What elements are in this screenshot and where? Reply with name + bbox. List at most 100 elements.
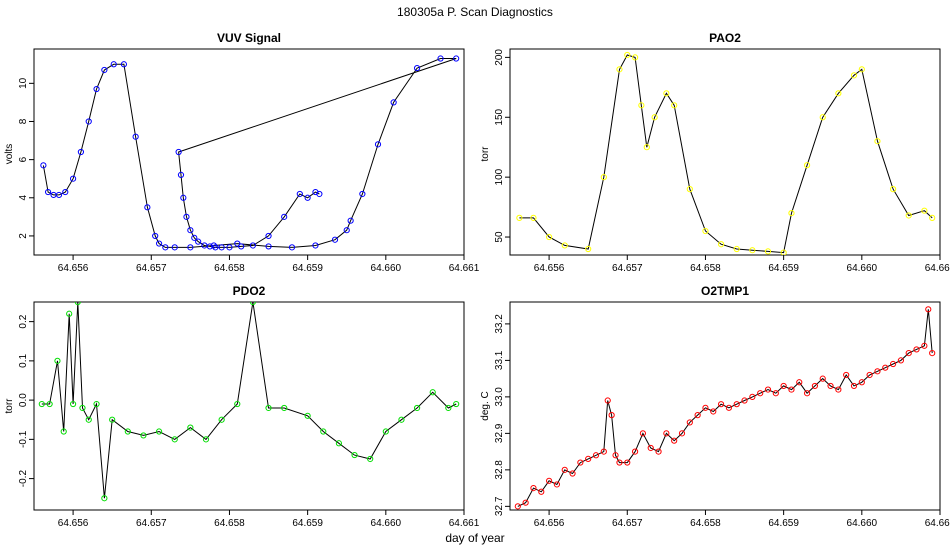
pao2-data-point xyxy=(858,66,865,73)
pdo2-data-point xyxy=(367,455,374,463)
pdo2-data-point xyxy=(74,302,81,306)
pdo2-ytick-label: 0.1 xyxy=(18,353,29,367)
pao2-ytick-label: 200 xyxy=(494,49,505,66)
vuv-signal-data-point xyxy=(62,188,69,196)
pao2-data-point xyxy=(516,214,523,221)
pao2-data-point xyxy=(929,214,936,221)
o2tmp1-data-point xyxy=(616,459,623,466)
vuv-signal-data-point xyxy=(212,244,219,251)
pdo2-data-point xyxy=(109,416,116,423)
o2tmp1-data-point xyxy=(788,386,795,393)
pdo2-data-point xyxy=(265,404,272,412)
vuv-signal-data-point xyxy=(312,242,319,249)
pdo2-data-point xyxy=(351,451,358,459)
o2tmp1-ytick-label: 32.9 xyxy=(494,423,505,443)
vuv-signal-data-point xyxy=(347,217,354,224)
pao2-data-point xyxy=(764,248,772,255)
pdo2-data-point xyxy=(218,416,225,423)
vuv-signal-data-point xyxy=(331,236,339,243)
pao2-data-point xyxy=(561,242,568,249)
vuv-signal-data-point xyxy=(55,191,63,199)
pdo2-xtick-label: 64.658 xyxy=(214,518,245,529)
pdo2-data-point xyxy=(429,389,436,396)
pao2-data-point xyxy=(643,144,650,151)
pao2-data-point xyxy=(631,54,639,61)
o2tmp1-data-point xyxy=(592,452,600,459)
vuv-signal-data-point xyxy=(343,227,350,234)
pao2-data-point xyxy=(651,114,658,121)
pdo2-data-point xyxy=(453,400,460,408)
o2tmp1-xtick-label: 64.660 xyxy=(847,518,878,529)
pao2-data-point xyxy=(733,245,740,253)
o2tmp1-data-point xyxy=(522,499,529,506)
vuv-signal-data-point xyxy=(265,243,272,250)
o2tmp1-data-point xyxy=(850,382,858,390)
pdo2-data-point xyxy=(445,404,452,412)
o2tmp1-data-point xyxy=(717,401,725,408)
pdo2-ytick-label: -0.1 xyxy=(18,430,29,448)
pdo2-xtick-label: 64.660 xyxy=(371,518,402,529)
vuv-signal-xtick-label: 64.659 xyxy=(292,263,323,274)
vuv-signal-data-point xyxy=(288,244,296,251)
vuv-signal-xtick-label: 64.657 xyxy=(136,263,167,274)
o2tmp1-data-point xyxy=(671,437,678,444)
pao2-data-point xyxy=(638,102,645,109)
o2tmp1-data-point xyxy=(913,346,920,353)
vuv-signal-data-point xyxy=(191,234,198,241)
pao2-xtick-label: 64.658 xyxy=(690,263,721,274)
o2tmp1-data-point xyxy=(725,404,733,411)
o2tmp1-data-point xyxy=(553,481,561,488)
vuv-signal-xtick-label: 64.660 xyxy=(371,263,402,274)
o2tmp1-data-point xyxy=(929,349,936,357)
vuv-signal-panel: VUV Signal volts 64.656 64.657 64.658 64.65… xyxy=(4,31,480,274)
vuv-signal-data-point xyxy=(390,99,397,106)
vuv-signal-xtick-label: 64.658 xyxy=(214,263,245,274)
o2tmp1-xtick-label: 64.659 xyxy=(768,518,799,529)
vuv-signal-data-point xyxy=(249,242,257,249)
o2tmp1-data-point xyxy=(612,452,619,459)
pao2-data-point xyxy=(788,209,795,217)
vuv-signal-data-point xyxy=(281,213,288,220)
pdo2-data-point xyxy=(38,400,45,408)
vuv-signal-data-point xyxy=(265,232,272,240)
vuv-signal-data-point xyxy=(101,66,108,74)
pao2-data-point xyxy=(921,207,928,214)
pdo2-data-point xyxy=(79,404,86,412)
vuv-signal-data-point xyxy=(162,244,169,251)
vuv-signal-data-point xyxy=(180,194,187,201)
o2tmp1-data-point xyxy=(538,488,545,495)
o2tmp1-title: O2TMP1 xyxy=(701,284,749,298)
o2tmp1-data-point xyxy=(678,430,686,437)
o2tmp1-data-point xyxy=(757,390,764,397)
o2tmp1-data-point xyxy=(655,448,662,455)
o2tmp1-data-point xyxy=(694,412,701,419)
pao2-data-point xyxy=(780,249,787,255)
o2tmp1-data-point xyxy=(858,379,865,386)
vuv-signal-data-point xyxy=(296,190,303,198)
pao2-data-point xyxy=(702,227,709,235)
o2tmp1-data-point xyxy=(780,382,787,390)
pdo2-data-point xyxy=(171,436,178,443)
vuv-signal-data-point xyxy=(77,148,85,156)
o2tmp1-ytick-label: 33.0 xyxy=(494,387,505,407)
pdo2-data-point xyxy=(249,302,257,306)
o2tmp1-data-point xyxy=(600,448,607,455)
vuv-signal-data-point xyxy=(177,171,185,178)
o2tmp1-data-point xyxy=(897,357,905,364)
pao2-data-point xyxy=(585,245,592,253)
o2tmp1-xtick-label: 64.656 xyxy=(534,518,565,529)
vuv-signal-data-point xyxy=(437,55,444,62)
pdo2-title: PDO2 xyxy=(233,284,266,298)
vuv-signal-ytick-label: 8 xyxy=(18,118,29,124)
figure-xlabel: day of year xyxy=(445,531,504,545)
pdo2-ytick-label: 0.2 xyxy=(18,314,29,328)
o2tmp1-data-point xyxy=(647,444,654,452)
o2tmp1-data-point xyxy=(835,386,842,393)
o2tmp1-data-point xyxy=(561,466,568,473)
vuv-signal-ytick-label: 10 xyxy=(18,77,29,89)
pao2-data-point xyxy=(874,138,881,145)
o2tmp1-xtick-label: 64.661 xyxy=(925,518,950,529)
o2tmp1-data-point xyxy=(819,375,826,382)
vuv-signal-data-point xyxy=(374,141,382,148)
